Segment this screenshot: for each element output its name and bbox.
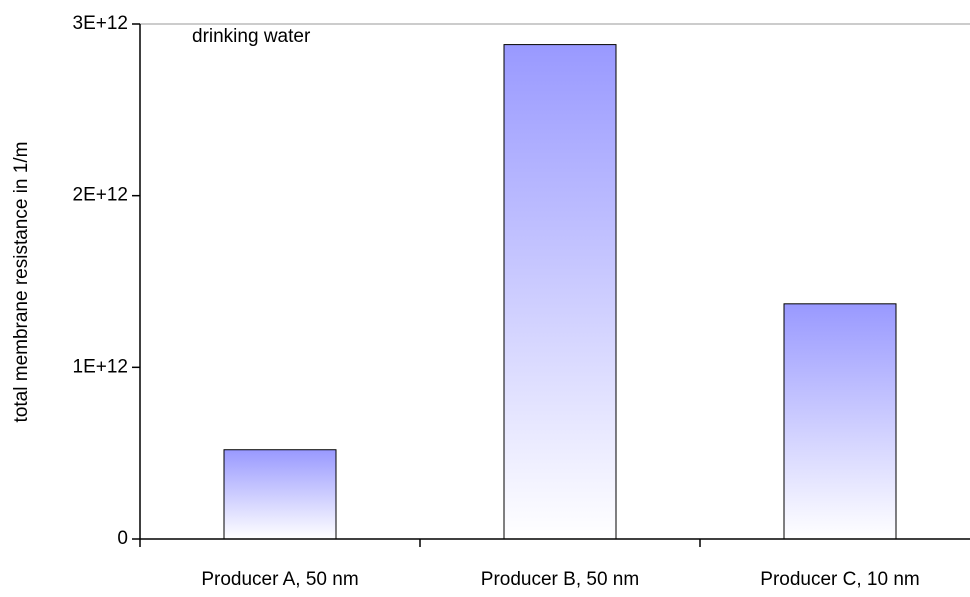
x-tick-label: Producer A, 50 nm	[201, 569, 358, 590]
y-tick-label: 3E+12	[73, 13, 128, 34]
annotation: drinking water	[192, 26, 311, 47]
y-tick-label: 0	[117, 528, 128, 549]
y-tick-label: 2E+12	[73, 185, 128, 206]
x-tick-label: Producer B, 50 nm	[481, 569, 639, 590]
y-tick-label: 1E+12	[73, 356, 128, 377]
y-axis-label: total membrane resistance in 1/m	[11, 142, 32, 423]
bar	[503, 44, 617, 540]
bar	[223, 449, 337, 540]
x-tick-label: Producer C, 10 nm	[760, 569, 919, 590]
bar	[783, 303, 897, 540]
